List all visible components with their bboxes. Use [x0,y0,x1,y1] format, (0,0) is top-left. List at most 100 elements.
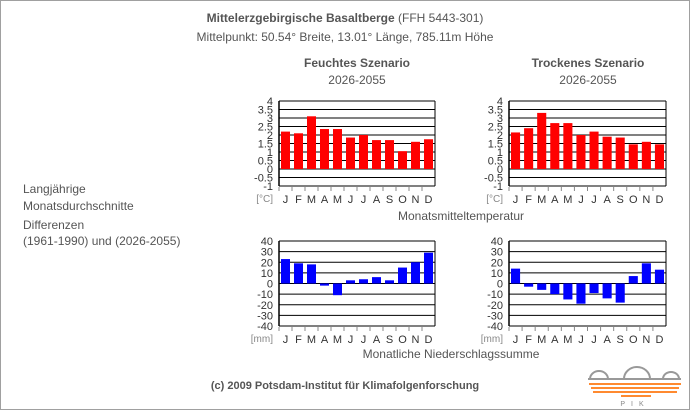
x-tick-label: F [525,194,532,206]
y-tick-label: 4 [497,96,503,108]
x-tick-label: A [551,194,559,206]
bar-M [537,112,547,169]
y-tick-label: 3 [267,113,273,125]
title-bold: Mittelerzgebirgische Basaltberge [206,11,395,25]
bar-J [281,259,290,284]
x-tick-label: J [348,194,354,206]
y-tick-label: 3 [497,113,503,125]
y-tick-label: 1.5 [258,139,273,151]
bar-S [385,280,394,284]
bar-F [294,133,303,169]
x-tick-label: M [333,194,342,206]
y-tick-label: 40 [491,236,503,248]
bar-M [537,283,547,290]
x-tick-label: J [591,194,597,206]
bar-A [372,140,381,169]
bar-O [628,144,638,169]
bar-A [602,136,612,169]
y-tick-label: 10 [261,268,273,280]
x-tick-label: O [398,194,407,206]
logo-text: PIK [620,401,649,408]
x-tick-label: A [373,334,381,346]
bar-M [563,283,573,300]
x-tick-label: A [603,334,611,346]
x-tick-label: D [655,194,663,206]
y-tick-label: -10 [487,289,503,301]
bar-O [628,276,638,284]
bar-J [589,283,599,294]
bar-F [294,263,303,284]
x-tick-label: S [386,334,393,346]
y-tick-label: 1.5 [488,139,503,151]
y-tick-label: 0.5 [258,156,273,168]
x-tick-label: J [578,194,584,206]
unit-label: [mm] [481,334,503,345]
y-tick-label: 2 [267,130,273,142]
bar-D [654,144,664,169]
bar-A [320,129,329,169]
x-tick-label: M [307,194,316,206]
x-tick-label: F [295,194,302,206]
unit-label: [°C] [256,194,273,205]
bar-N [411,262,420,284]
x-tick-label: A [321,334,329,346]
x-tick-label: S [617,334,624,346]
bar-J [359,135,368,169]
bar-J [281,131,290,169]
bar-F [524,128,534,169]
x-tick-label: N [642,194,650,206]
bar-F [524,283,534,287]
y-tick-label: 2 [497,130,503,142]
bar-N [411,141,420,169]
x-tick-label: J [578,334,584,346]
bar-J [576,283,586,304]
bar-J [589,131,599,169]
left-label-1: Langjährige [23,182,86,196]
bar-J [511,132,521,169]
scenario-wet-period: 2026-2055 [328,73,386,87]
bar-A [372,277,381,284]
bar-N [641,263,651,284]
x-tick-label: D [655,334,663,346]
x-tick-label: O [398,334,407,346]
y-tick-label: 3.5 [258,105,273,117]
x-tick-label: A [551,334,559,346]
y-tick-label: 30 [491,247,503,259]
page-title: Mittelerzgebirgische Basaltberge (FFH 54… [1,11,689,25]
x-tick-label: D [425,334,433,346]
bar-A [550,123,560,169]
precip-axis-title: Monatliche Niederschlagssumme [362,347,540,361]
x-tick-label: A [321,194,329,206]
x-tick-label: A [603,194,611,206]
bar-M [307,116,316,169]
x-tick-label: M [537,334,546,346]
bar-S [615,283,625,303]
bar-A [602,283,612,299]
y-tick-label: -0.5 [254,173,273,185]
copyright: (c) 2009 Potsdam-Institut für Klimafolge… [210,380,480,392]
x-tick-label: J [361,334,367,346]
left-label-4: (1961-1990) und (2026-2055) [23,234,181,248]
x-tick-label: J [361,194,367,206]
x-tick-label: J [283,334,289,346]
x-tick-label: F [525,334,532,346]
x-tick-label: D [425,194,433,206]
x-tick-label: J [513,194,519,206]
page-subtitle: Mittelpunkt: 50.54° Breite, 13.01° Länge… [196,30,494,44]
bar-S [385,140,394,169]
bar-S [615,137,625,169]
y-tick-label: -40 [257,321,273,333]
bar-J [511,268,521,284]
x-tick-label: M [563,334,572,346]
x-tick-label: J [283,194,289,206]
y-tick-label: 0.5 [488,156,503,168]
x-tick-label: M [333,334,342,346]
x-tick-label: O [629,334,638,346]
x-tick-label: S [617,194,624,206]
y-tick-label: 1 [267,147,273,159]
title-code: (FFH 5443-301) [398,11,484,25]
y-tick-label: 3.5 [488,105,503,117]
x-tick-label: A [373,194,381,206]
